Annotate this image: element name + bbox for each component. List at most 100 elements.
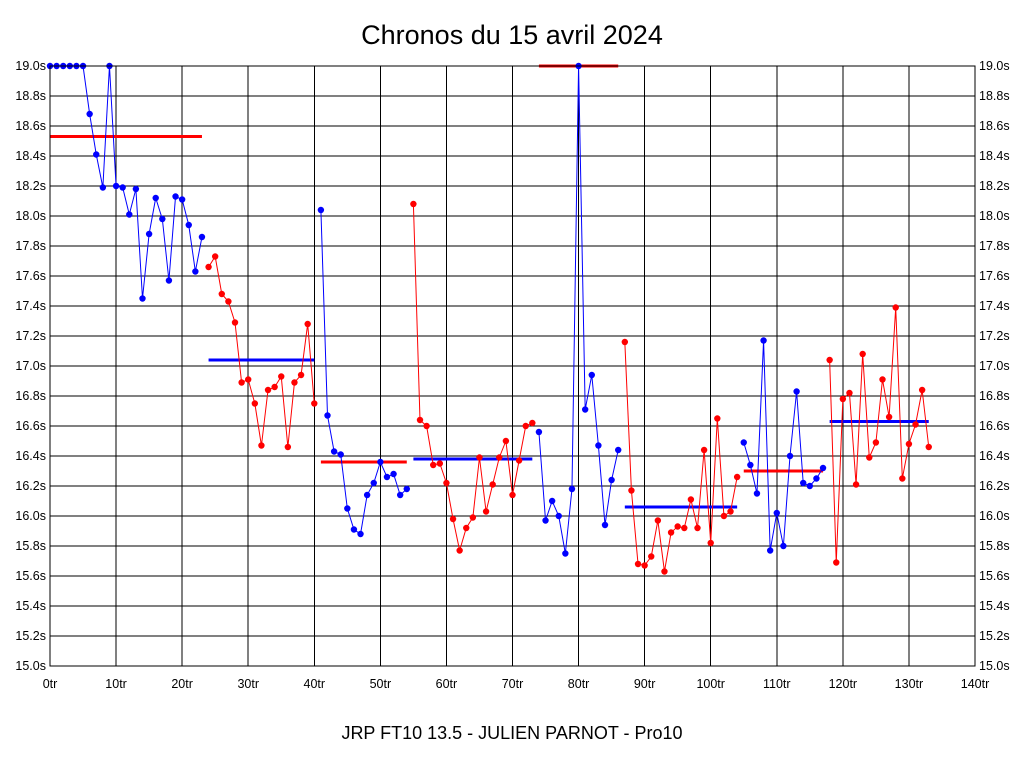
data-point bbox=[760, 337, 767, 344]
data-point bbox=[178, 196, 186, 203]
y-tick-label-left: 16.0s bbox=[15, 509, 46, 523]
data-point bbox=[899, 475, 906, 482]
data-point bbox=[363, 491, 371, 499]
series-layer bbox=[46, 62, 932, 575]
y-tick-label-left: 15.4s bbox=[15, 599, 46, 613]
data-point bbox=[905, 440, 913, 448]
data-point bbox=[621, 338, 629, 346]
y-tick-label-right: 18.6s bbox=[979, 119, 1010, 133]
series-line bbox=[829, 307, 930, 563]
data-point bbox=[727, 508, 734, 515]
y-tick-label-left: 15.2s bbox=[15, 629, 46, 643]
y-tick-label-right: 18.0s bbox=[979, 209, 1010, 223]
data-point bbox=[93, 151, 100, 158]
data-point bbox=[714, 415, 721, 422]
y-tick-label-right: 17.4s bbox=[979, 299, 1010, 313]
data-point bbox=[337, 451, 344, 458]
data-point bbox=[245, 376, 252, 383]
data-point bbox=[885, 413, 893, 421]
x-tick-label: 140tr bbox=[961, 677, 990, 691]
data-point bbox=[192, 268, 199, 275]
data-point bbox=[271, 383, 278, 391]
data-point bbox=[568, 485, 576, 493]
data-point bbox=[588, 371, 595, 379]
data-point bbox=[852, 481, 860, 488]
data-point bbox=[912, 421, 919, 428]
series-line bbox=[743, 340, 824, 551]
data-point bbox=[581, 406, 589, 413]
x-tick-label: 0tr bbox=[43, 677, 58, 691]
data-point bbox=[449, 515, 457, 523]
data-point bbox=[866, 454, 873, 461]
data-point bbox=[185, 221, 192, 229]
y-tick-label-right: 17.8s bbox=[979, 239, 1010, 253]
data-point bbox=[806, 482, 814, 490]
data-point bbox=[119, 184, 126, 191]
data-point bbox=[813, 475, 820, 482]
data-point bbox=[297, 371, 305, 379]
data-point bbox=[231, 319, 239, 326]
x-tick-label: 120tr bbox=[829, 677, 858, 691]
data-point bbox=[390, 470, 397, 478]
plot-frame bbox=[49, 65, 976, 667]
data-point bbox=[800, 479, 807, 487]
y-tick-label-right: 16.4s bbox=[979, 449, 1010, 463]
x-tick-label: 40tr bbox=[304, 677, 326, 691]
data-point bbox=[496, 454, 503, 461]
data-point bbox=[562, 550, 569, 557]
data-point bbox=[396, 491, 404, 499]
data-point bbox=[918, 386, 926, 394]
series-line bbox=[50, 65, 203, 299]
data-point bbox=[436, 460, 444, 467]
y-tick-label-left: 15.6s bbox=[15, 569, 46, 583]
data-point bbox=[218, 290, 225, 298]
data-point bbox=[879, 376, 886, 383]
data-point bbox=[344, 505, 351, 512]
data-point bbox=[674, 523, 681, 530]
x-tick-label: 50tr bbox=[370, 677, 392, 691]
y-tick-label-right: 19.0s bbox=[979, 59, 1010, 73]
y-tick-label-left: 19.0s bbox=[15, 59, 46, 73]
data-point bbox=[595, 442, 602, 449]
y-tick-label-right: 17.0s bbox=[979, 359, 1010, 373]
data-point bbox=[198, 233, 206, 241]
data-point bbox=[753, 490, 761, 497]
data-point bbox=[291, 379, 298, 386]
series-line bbox=[624, 341, 738, 572]
data-point bbox=[700, 446, 708, 454]
data-point bbox=[608, 476, 615, 484]
x-tick-label: 90tr bbox=[634, 677, 656, 691]
data-point bbox=[317, 206, 325, 214]
data-point bbox=[786, 452, 794, 460]
data-point bbox=[430, 461, 437, 469]
data-point bbox=[476, 454, 483, 461]
y-tick-label-left: 17.4s bbox=[15, 299, 46, 313]
data-point bbox=[126, 211, 133, 218]
data-point bbox=[634, 560, 642, 568]
data-point bbox=[145, 230, 153, 238]
data-point bbox=[132, 185, 140, 193]
data-point bbox=[648, 553, 655, 560]
y-tick-label-left: 17.2s bbox=[15, 329, 46, 343]
data-point bbox=[225, 298, 232, 305]
data-point bbox=[892, 304, 899, 311]
y-tick-label-right: 15.2s bbox=[979, 629, 1010, 643]
y-tick-label-left: 18.0s bbox=[15, 209, 46, 223]
data-point bbox=[482, 508, 490, 515]
data-point bbox=[383, 473, 391, 481]
data-point bbox=[112, 182, 120, 190]
data-point bbox=[278, 373, 285, 380]
data-point bbox=[681, 524, 688, 532]
data-point bbox=[463, 524, 470, 532]
data-point bbox=[707, 539, 714, 547]
y-tick-label-right: 15.6s bbox=[979, 569, 1010, 583]
x-tick-label: 110tr bbox=[763, 677, 791, 691]
data-point bbox=[654, 517, 662, 524]
data-point bbox=[826, 356, 833, 364]
x-tick-label: 100tr bbox=[696, 677, 725, 691]
y-tick-label-left: 18.4s bbox=[15, 149, 46, 163]
data-point bbox=[793, 388, 800, 395]
y-tick-label-left: 17.6s bbox=[15, 269, 46, 283]
